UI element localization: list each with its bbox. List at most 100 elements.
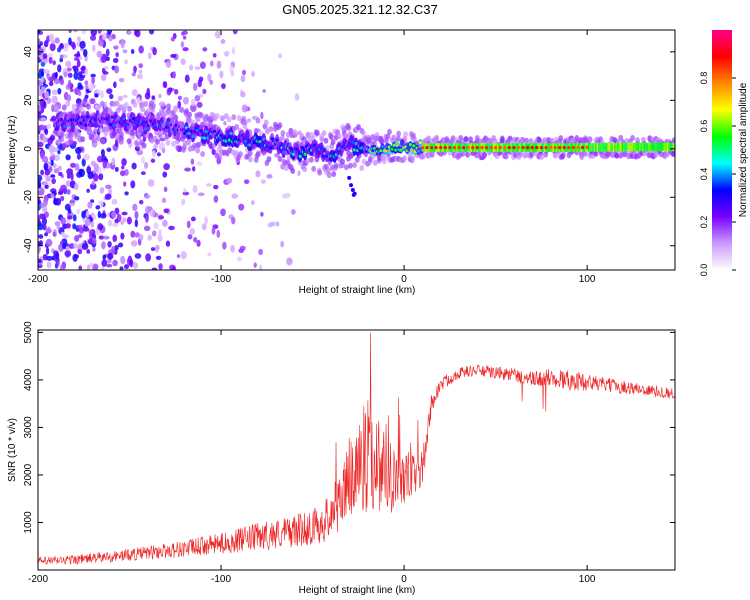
heatmap-cell (68, 134, 74, 141)
heatmap-cell (91, 141, 98, 148)
heatmap-cell (69, 199, 76, 204)
heatmap-cell (620, 142, 622, 152)
heatmap-cell (78, 71, 83, 77)
heatmap-cell (90, 221, 95, 228)
heatmap-cell (95, 135, 101, 142)
heatmap-cell (108, 35, 113, 42)
heatmap-cell (59, 57, 63, 63)
heatmap-cell (73, 71, 79, 80)
heatmap-cell (46, 226, 51, 234)
heatmap-cell (60, 195, 65, 202)
heatmap-cell (100, 55, 107, 63)
heatmap-cell (562, 145, 566, 150)
heatmap-cell (38, 204, 42, 211)
heatmap-cell (166, 87, 172, 96)
heatmap-cell (380, 155, 386, 162)
heatmap-cell (259, 264, 263, 270)
heatmap-cell (114, 244, 119, 251)
heatmap-cell (434, 145, 438, 150)
heatmap-cell (231, 216, 236, 225)
heatmap-cell (101, 32, 107, 41)
heatmap-cell (101, 259, 107, 267)
heatmap-cell (198, 76, 204, 82)
heatmap-cell (45, 247, 50, 255)
heatmap-cell (658, 142, 660, 152)
heatmap-cell (69, 118, 73, 122)
heatmap-cell (229, 64, 234, 73)
heatmap-cell (64, 250, 72, 257)
heatmap-cell (187, 111, 193, 118)
heatmap-cell (162, 219, 168, 227)
heatmap-cell (70, 162, 76, 168)
heatmap-cell (81, 158, 86, 167)
heatmap-cell (630, 142, 632, 152)
heatmap-cell (151, 267, 158, 270)
heatmap-cell (38, 141, 44, 148)
heatmap-cell (44, 91, 50, 99)
colorbar-tick-label: 0.6 (699, 120, 709, 133)
heatmap-cell (122, 117, 126, 121)
heatmap-cell (615, 142, 618, 152)
heatmap-cell (177, 95, 183, 101)
heatmap-cell (224, 50, 230, 57)
heatmap-cell (86, 249, 91, 254)
heatmap-cell (106, 147, 112, 152)
heatmap-cell (665, 142, 667, 152)
heatmap-cell (579, 153, 585, 160)
heatmap-cell (110, 115, 114, 119)
heatmap-cell (163, 208, 170, 214)
heatmap-cell (66, 189, 71, 195)
heatmap-cell (200, 150, 206, 157)
heatmap-cell (102, 254, 107, 261)
heatmap-cell (380, 145, 385, 149)
heatmap-cell (50, 174, 56, 178)
heatmap-cell (77, 233, 83, 238)
heatmap-cell (303, 152, 307, 156)
heatmap-cell (458, 135, 464, 142)
heatmap-cell (266, 174, 273, 179)
heatmap-cell (408, 143, 413, 147)
heatmap-cell (81, 30, 87, 35)
heatmap-cell (216, 230, 221, 238)
heatmap-cell (538, 143, 540, 152)
heatmap-cell (158, 229, 162, 235)
colorbar-tick-label: 0.2 (699, 216, 709, 229)
heatmap-cell (635, 137, 640, 144)
heatmap-cell (236, 256, 243, 262)
heatmap-cell (642, 142, 644, 152)
heatmap-cell (39, 187, 45, 196)
heatmap-cell (130, 180, 136, 189)
heatmap-cell (574, 134, 580, 141)
heatmap-cell (649, 142, 651, 152)
heatmap-cell (112, 234, 118, 243)
heatmap-cell (97, 223, 104, 231)
heatmap-cell (220, 39, 226, 44)
heatmap-cell (521, 145, 525, 150)
heatmap-cell (71, 124, 75, 129)
heatmap-cell (161, 147, 166, 154)
heatmap-cell (275, 138, 279, 142)
heatmap-cell (548, 145, 553, 150)
heatmap-cell (90, 160, 97, 167)
heatmap-cell (317, 169, 323, 176)
heatmap-cell (211, 148, 216, 156)
heatmap-cell (275, 221, 280, 227)
heatmap-cell (177, 100, 182, 109)
heatmap-cell (643, 142, 645, 152)
heatmap-cell (189, 64, 194, 71)
heatmap-cell (52, 60, 56, 66)
heatmap-cell (51, 95, 58, 104)
heatmap-cell (122, 94, 128, 99)
heatmap-cell (114, 65, 120, 74)
heatmap-cell (46, 261, 52, 269)
heatmap-cell (612, 142, 615, 152)
heatmap-cell (516, 143, 518, 152)
heatmap-cell (214, 30, 222, 39)
heatmap-cell (268, 126, 274, 133)
heatmap-cell (396, 135, 401, 142)
heatmap-cell (331, 171, 337, 178)
heatmap-cell (143, 100, 149, 107)
heatmap-cell (505, 143, 508, 152)
heatmap-cell (659, 142, 662, 152)
heatmap-cell (40, 169, 44, 176)
